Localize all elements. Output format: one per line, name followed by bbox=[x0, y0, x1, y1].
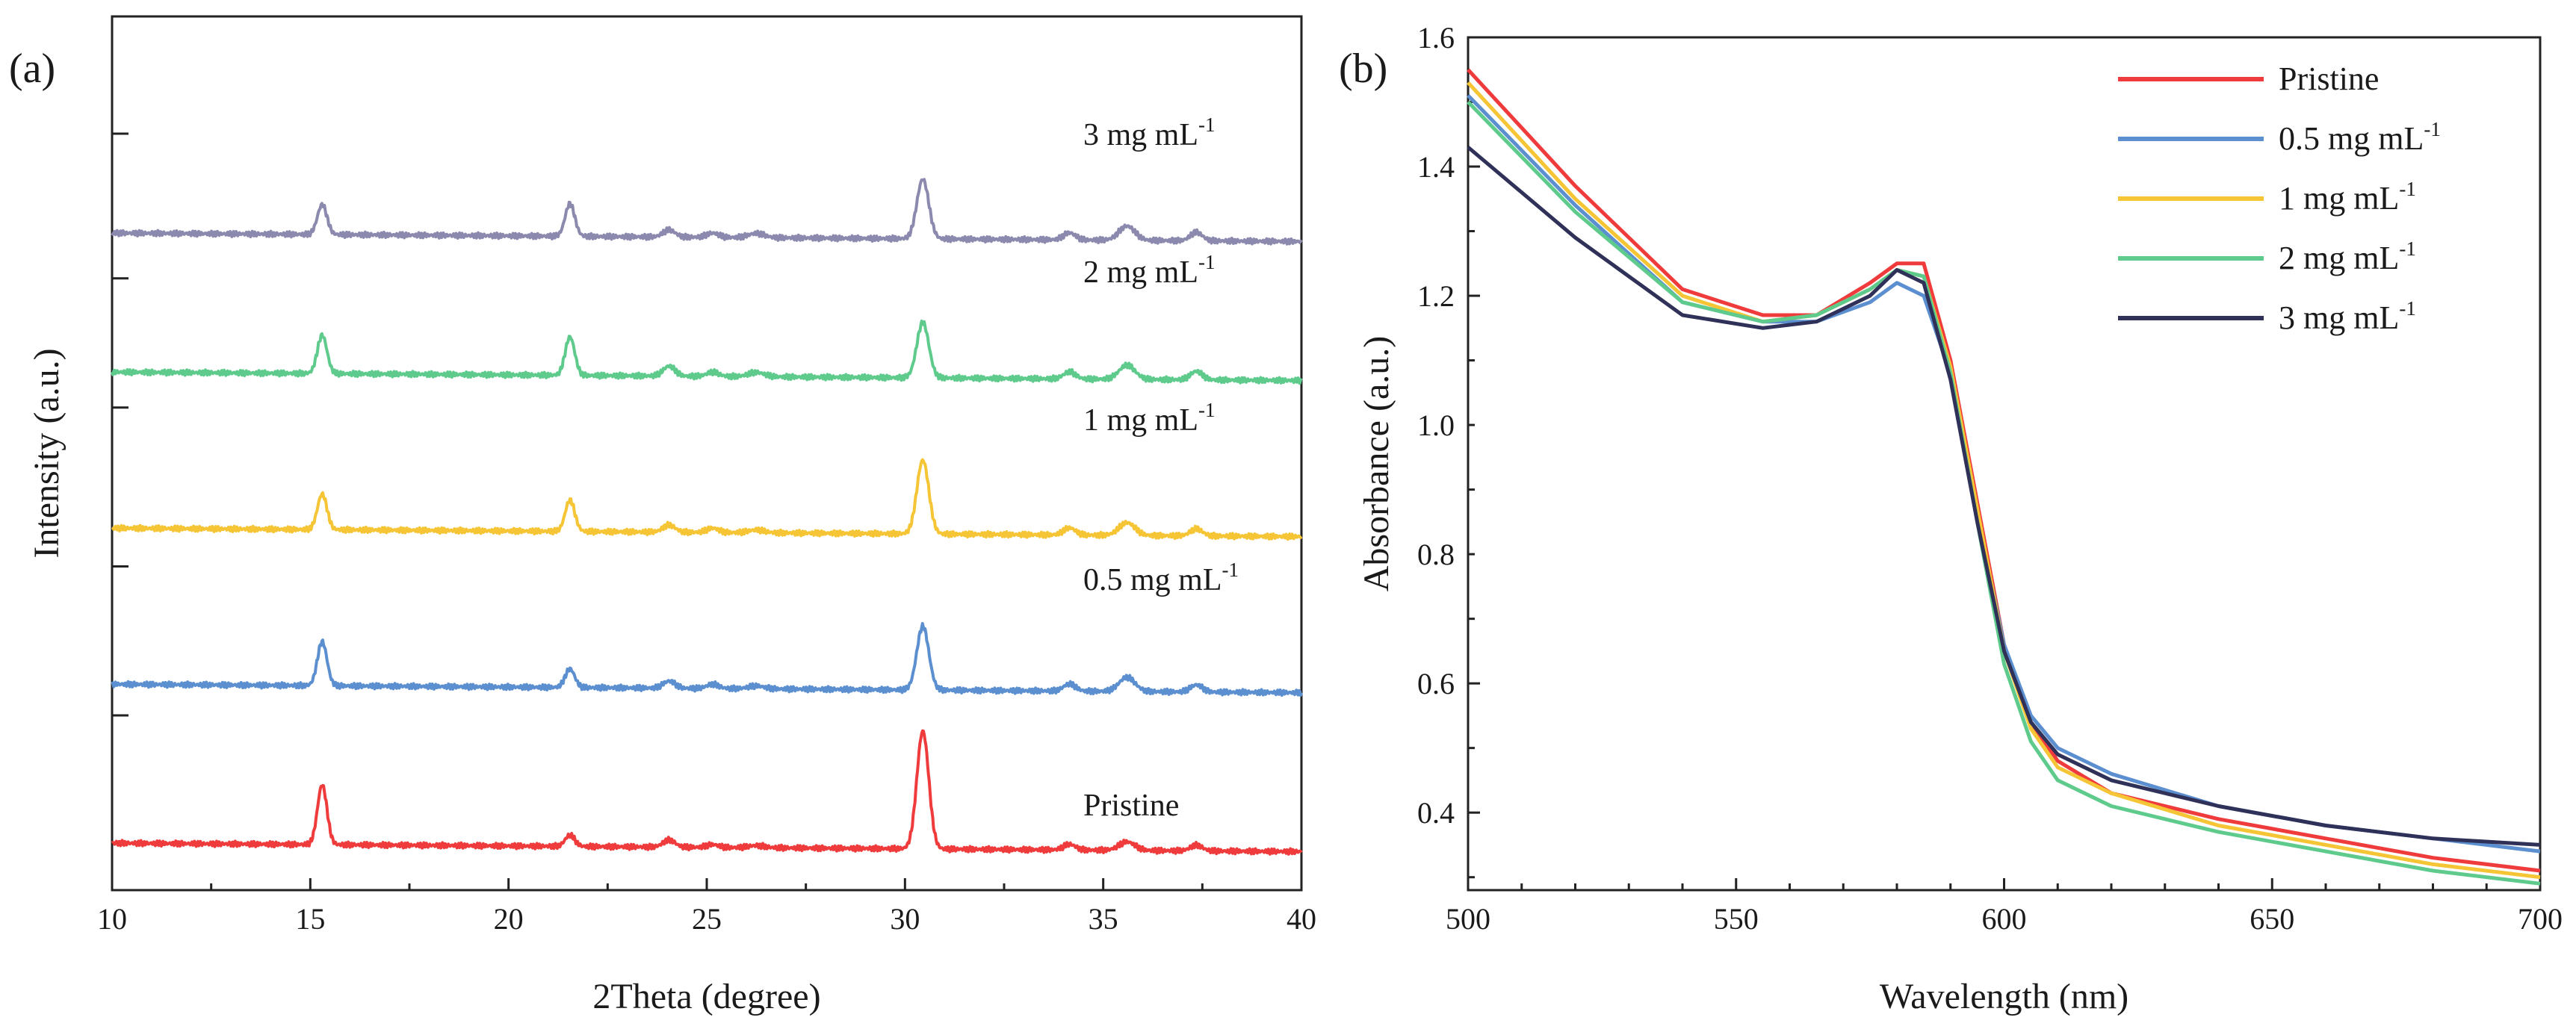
x-tick-label: 600 bbox=[1982, 902, 2027, 936]
series-line-a-1 bbox=[111, 621, 1303, 697]
x-tick-label: 20 bbox=[494, 902, 524, 936]
series-label-a-2: 1 mg mL-1 bbox=[1083, 399, 1216, 438]
y-tick-label: 0.4 bbox=[1417, 796, 1455, 830]
x-tick-label: 40 bbox=[1287, 902, 1316, 936]
legend-label-1-superscript: -1 bbox=[2424, 118, 2441, 140]
series-line-b-4 bbox=[1467, 146, 2541, 847]
y-axis-title: Intensity (a.u.) bbox=[27, 348, 66, 558]
series-line-a-2 bbox=[111, 458, 1303, 541]
legend-label-4-text: 3 mg mL bbox=[2279, 299, 2399, 336]
series-line-a-0 bbox=[111, 729, 1303, 856]
plot-frame bbox=[1467, 36, 2542, 892]
y-tick-label: 1.6 bbox=[1417, 21, 1455, 55]
series-label-a-1: 0.5 mg mL-1 bbox=[1083, 559, 1239, 597]
series-label-a-4: 3 mg mL-1 bbox=[1083, 114, 1216, 152]
legend-label-3-text: 2 mg mL bbox=[2279, 240, 2399, 276]
legend-label-2: 1 mg mL-1 bbox=[2279, 178, 2416, 217]
y-tick-label: 1.0 bbox=[1417, 408, 1455, 442]
x-tick-label: 35 bbox=[1089, 902, 1118, 936]
series-label-a-4-text: 3 mg mL bbox=[1083, 118, 1198, 152]
series-line-b-3 bbox=[1467, 100, 2541, 886]
series-label-a-2-text: 1 mg mL bbox=[1083, 403, 1198, 438]
x-axis-title: 2Theta (degree) bbox=[592, 977, 820, 1016]
series-label-a-1-text: 0.5 mg mL bbox=[1083, 563, 1222, 597]
series-label-a-1-superscript: -1 bbox=[1222, 559, 1239, 581]
series-label-a-3: 2 mg mL-1 bbox=[1083, 251, 1216, 290]
legend-label-0: Pristine bbox=[2279, 60, 2379, 97]
legend-label-3: 2 mg mL-1 bbox=[2279, 237, 2416, 276]
series-label-a-4-superscript: -1 bbox=[1198, 114, 1216, 136]
legend-label-3-superscript: -1 bbox=[2399, 237, 2416, 260]
x-tick-label: 550 bbox=[1714, 902, 1759, 936]
x-tick-label: 500 bbox=[1446, 902, 1490, 936]
series-line-a-4 bbox=[111, 178, 1303, 246]
y-tick-label: 0.8 bbox=[1417, 538, 1455, 571]
panel-label-b: (b) bbox=[1339, 46, 1387, 92]
panel-label-a: (a) bbox=[9, 46, 55, 92]
panel-b-absorbance-chart: 500 550 600 650 700 0.4 0.6 0.8 1.0 1.2 1.4 1.6 Wave… bbox=[1339, 21, 2563, 1016]
x-tick-label: 25 bbox=[692, 902, 722, 936]
legend-label-2-text: 1 mg mL bbox=[2279, 180, 2399, 217]
series-label-a-0-text: Pristine bbox=[1083, 789, 1179, 823]
series-line-a-3 bbox=[111, 319, 1303, 385]
series-label-a-3-text: 2 mg mL bbox=[1083, 255, 1198, 290]
x-axis-title: Wavelength (nm) bbox=[1880, 977, 2128, 1016]
x-tick-label: 700 bbox=[2518, 902, 2563, 936]
series-label-a-2-superscript: -1 bbox=[1198, 399, 1216, 421]
legend-label-1: 0.5 mg mL-1 bbox=[2279, 118, 2441, 157]
legend-label-0-text: Pristine bbox=[2279, 60, 2379, 97]
legend-label-4-superscript: -1 bbox=[2399, 297, 2416, 320]
legend-label-4: 3 mg mL-1 bbox=[2279, 297, 2416, 336]
y-axis-title: Absorbance (a.u.) bbox=[1357, 336, 1396, 592]
x-tick-label: 650 bbox=[2250, 902, 2294, 936]
legend-label-1-text: 0.5 mg mL bbox=[2279, 120, 2424, 157]
x-tick-label: 10 bbox=[97, 902, 127, 936]
panel-a-xrd-chart: 10 15 20 25 30 35 40 2Theta (degree) Intensity (… bbox=[9, 15, 1316, 1016]
series-label-a-0: Pristine bbox=[1083, 789, 1179, 823]
legend-label-2-superscript: -1 bbox=[2399, 178, 2416, 200]
y-tick-label: 1.4 bbox=[1417, 150, 1455, 184]
y-tick-label: 0.6 bbox=[1417, 667, 1455, 700]
y-tick-label: 1.2 bbox=[1417, 279, 1455, 313]
x-tick-label: 15 bbox=[295, 902, 325, 936]
series-label-a-3-superscript: -1 bbox=[1198, 251, 1216, 273]
x-tick-label: 30 bbox=[890, 902, 920, 936]
